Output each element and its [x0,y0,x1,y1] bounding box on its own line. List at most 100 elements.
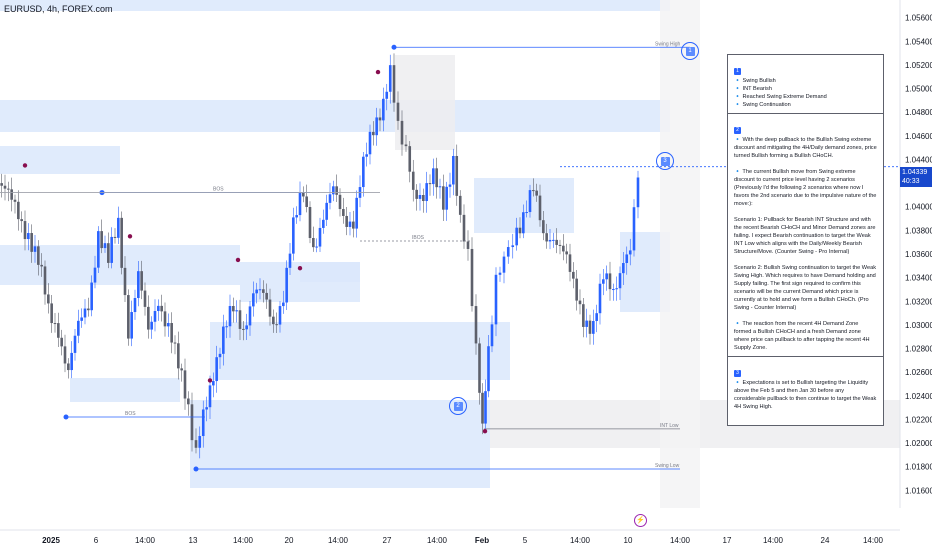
time-tick-label: 2025 [42,536,60,545]
price-tick-label: 1.01800 [905,463,932,472]
candle-body [318,227,322,247]
candle-body [365,154,368,157]
candle-body [180,368,183,371]
candle-body [415,189,418,199]
zone-box [660,0,700,508]
candle-body [555,239,558,245]
candle-body [622,263,625,274]
candle-body [568,254,572,272]
candle-body [127,295,130,339]
candle-body [288,253,292,268]
candle-body [225,326,228,328]
candle-body [432,168,435,185]
price-tick-label: 1.02800 [905,345,932,354]
candle-body [120,217,123,268]
candle-body [428,183,432,185]
candle-body [628,250,632,255]
swing-high-dot [391,44,397,50]
candle-body [160,305,163,312]
candle-body [335,186,338,195]
candle-body [308,206,312,239]
candle-body [490,324,494,347]
price-tick-label: 1.05400 [905,37,932,46]
candle-body [345,215,348,227]
marker-1-label: 1 [685,46,695,56]
candle-body [538,195,542,221]
candle-body [542,220,545,234]
zone-box [0,245,240,285]
swing-point-dot [297,265,303,271]
candle-body [535,190,538,196]
zone-box [70,378,180,402]
price-axis: 1.05600 1.05400 1.05200 1.05000 1.04800 1.046… [899,0,932,508]
price-tick-label: 1.02000 [905,439,932,448]
swing-point-dot [127,234,133,239]
candle-body [494,274,498,325]
candle-body [33,246,37,252]
swing-low-dot [193,466,199,472]
candle-body [588,320,592,334]
candle-body [252,293,255,307]
candle-body [194,440,198,448]
candle-body [295,215,298,218]
candle-body [282,302,285,307]
note-1-number: 1 [734,68,741,75]
current-price-tag: 1.04339 40:33 [900,167,932,187]
candle-body [452,155,455,185]
candle-body [232,306,235,312]
swing-point-dot [235,257,241,263]
candle-body [167,323,170,327]
candle-body [572,271,575,279]
zone-box [300,262,360,282]
candle-body [7,188,10,190]
candle-body [198,436,202,448]
candle-body [30,233,33,252]
candle-body [585,320,588,327]
candle-body [478,343,481,393]
price-tick-label: 1.04000 [905,203,932,212]
candle-body [592,321,595,334]
candle-body [258,289,262,291]
swing-point-dot [375,69,381,75]
candle-body [183,370,187,399]
swing-high-label: Swing High [655,41,681,47]
time-tick-label: 6 [94,536,99,545]
candle-body [511,245,515,248]
candle-body [190,404,194,441]
note-line: Scenario 1: Pullback for Bearish INT Str… [734,217,878,255]
candle-body [372,131,375,136]
candle-body [268,299,272,317]
candle-body [170,323,173,343]
candle-body [143,290,147,307]
price-tick-label: 1.04400 [905,155,932,164]
note-line: 🔹 Expectations is set to Bullish targeti… [734,380,878,410]
note-section-2: 2 🔹 With the deep pullback to the Bullis… [728,114,883,357]
candle-body [608,273,612,290]
time-tick-label: Feb [475,536,489,545]
candle-body [332,186,335,195]
candle-body [532,190,535,192]
candle-body [487,346,490,392]
marker-3-label: 3 [660,156,670,166]
candle-body [474,306,478,344]
candle-body [562,245,565,252]
time-tick-label: 14:00 [863,536,884,545]
candle-body [40,264,43,267]
time-tick-label: 20 [285,536,294,545]
marker-2[interactable]: 2 [449,397,467,415]
candle-body [23,221,27,240]
lightning-icon[interactable]: ⚡ [634,514,647,527]
candle-body [595,313,598,322]
price-tick-label: 1.02400 [905,392,932,401]
time-tick-label: 14:00 [427,536,448,545]
marker-1[interactable]: 1 [681,42,699,60]
marker-3[interactable]: 3 [656,152,674,170]
candle-body [442,186,445,210]
candle-body [238,310,242,329]
candle-body [298,192,302,216]
candle-body [50,303,53,324]
candle-body [117,217,120,238]
price-tick-label: 1.03000 [905,321,932,330]
note-section-3: 3 🔹 Expectations is set to Bullish targe… [728,357,883,415]
